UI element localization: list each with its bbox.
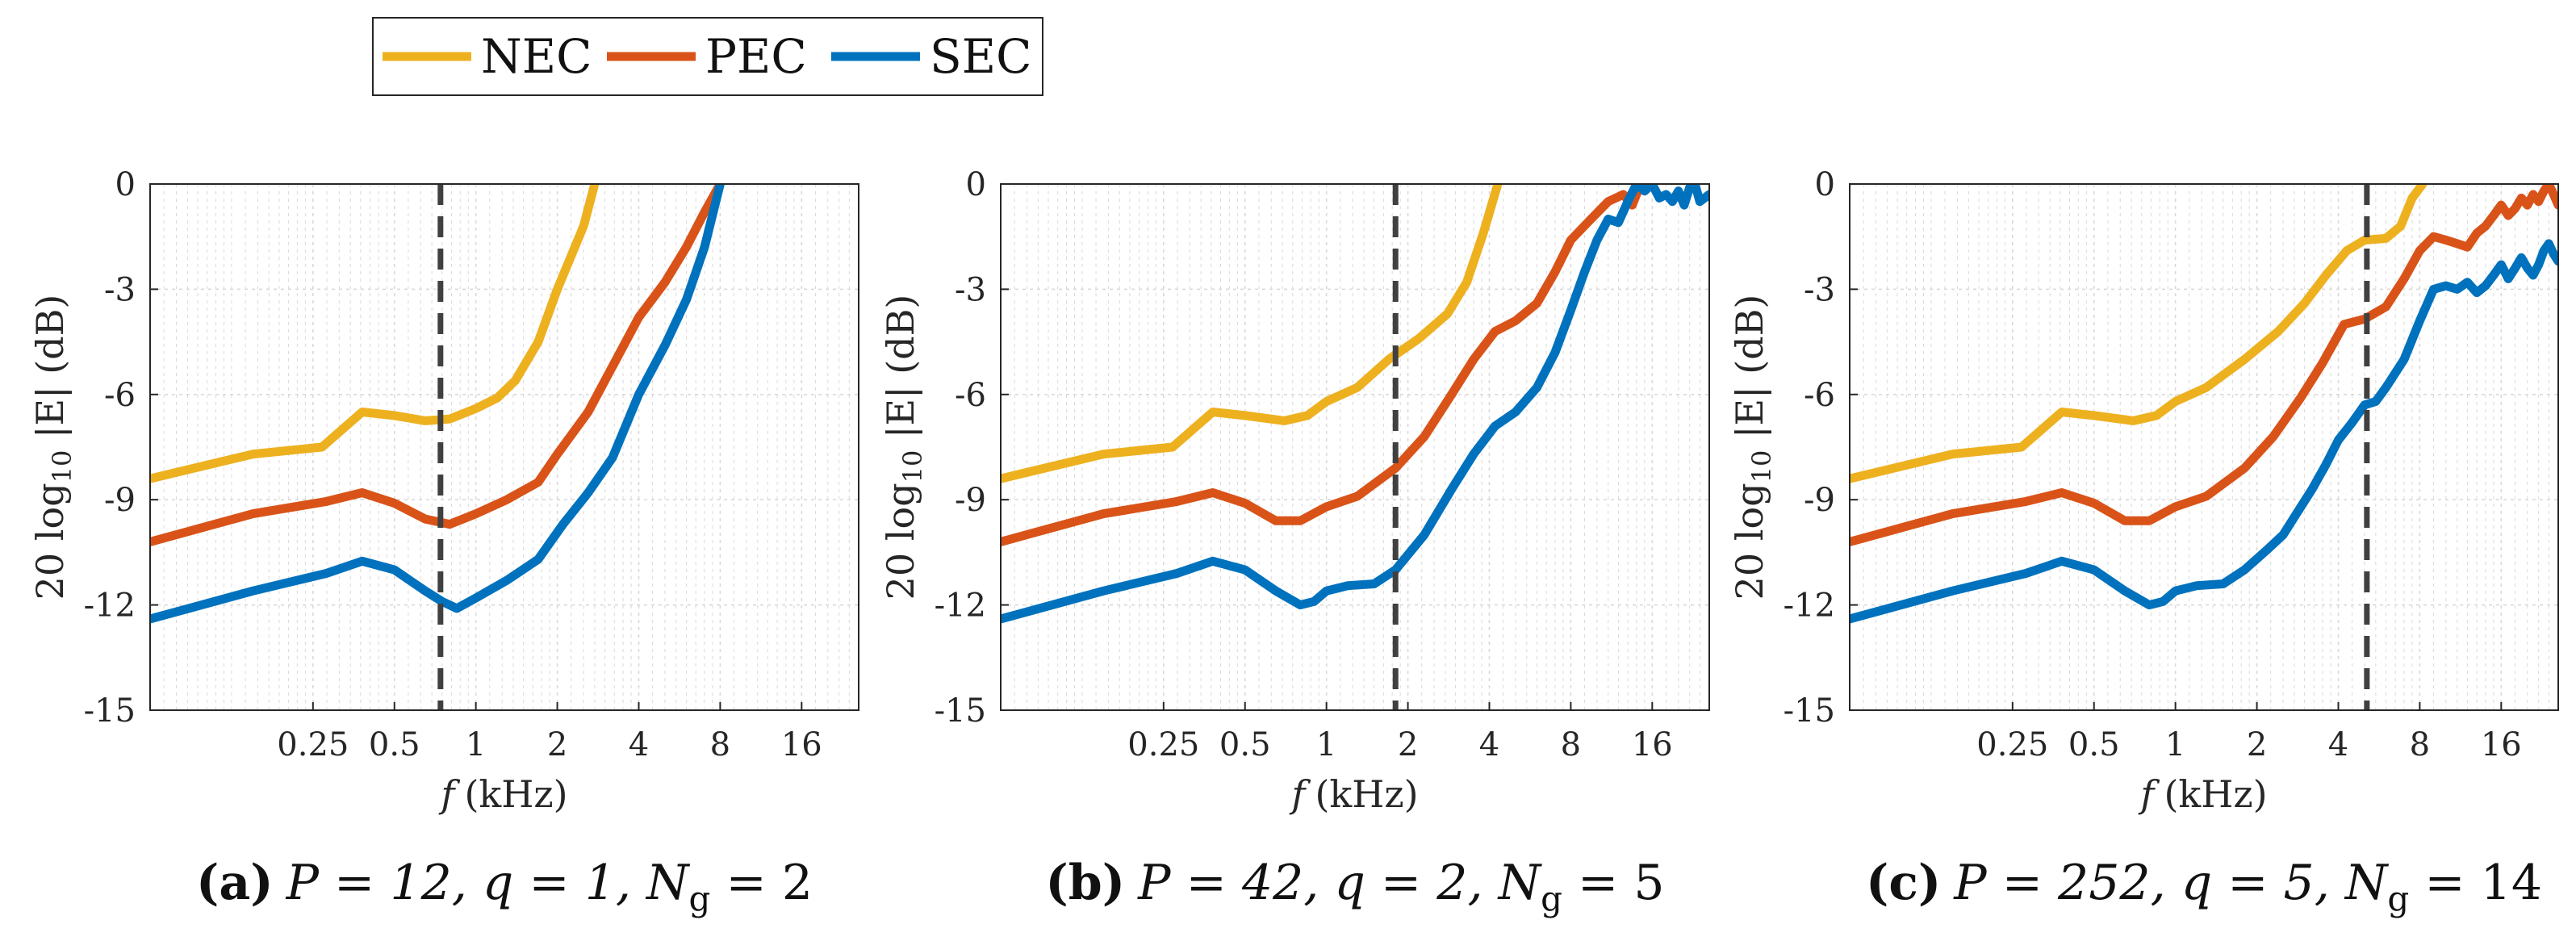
panel-a-series-sec xyxy=(150,184,725,624)
panel-b-xtick-label: 0.25 xyxy=(1127,726,1199,763)
panel-b-axes-box xyxy=(1000,183,1710,711)
panel-a-xtick-label: 4 xyxy=(629,726,649,763)
panel-c-grid xyxy=(1850,183,2558,711)
panel-c-series-pec xyxy=(1850,184,2558,546)
panel-a-xtick-label: 2 xyxy=(547,726,567,763)
panel-b-ytick-label: 0 xyxy=(966,166,986,203)
panel-a-ytick-label: -9 xyxy=(104,482,136,519)
legend-label-sec: SEC xyxy=(930,29,1031,84)
panel-b-series xyxy=(1001,184,1709,624)
panel-c-xtick-label: 0.25 xyxy=(1976,726,2048,763)
panel-b-ytick-label: -15 xyxy=(935,692,986,730)
panel-a-xtick-label: 8 xyxy=(710,726,730,763)
panel-c-xtick-label: 8 xyxy=(2410,726,2430,763)
panel-a-ytick-label: -12 xyxy=(84,588,136,625)
panel-c-ytick-label: -6 xyxy=(1804,377,1835,414)
legend-box xyxy=(372,17,1043,96)
panel-c-series-sec xyxy=(1850,239,2558,624)
panel-b-series-sec xyxy=(1001,184,1709,624)
panel-b-caption: (b) P = 42, q = 2, Ng = 5 xyxy=(1045,855,1664,918)
panel-c-xtick-label: 16 xyxy=(2481,726,2522,763)
legend-label-pec: PEC xyxy=(705,29,807,84)
panel-b-xtick-label: 2 xyxy=(1398,726,1418,763)
panel-a-series-pec xyxy=(150,184,725,546)
legend-label-nec: NEC xyxy=(481,29,592,84)
panel-b-xlabel: f (kHz) xyxy=(1289,772,1418,816)
panel-b-xtick-label: 4 xyxy=(1479,726,1499,763)
panel-c: 0 -3 -6 -9 -12 -15 0.25 0.5 1 2 4 8 16 f (kHz) 20 lo… xyxy=(1728,166,2559,918)
panel-c-xtick-label: 0.5 xyxy=(2068,726,2120,763)
legend: NEC PEC SEC xyxy=(372,17,1043,96)
panel-a-axes-box xyxy=(149,183,859,711)
panel-a-ytick-label: -6 xyxy=(104,377,136,414)
panel-b-xticks: 0.25 0.5 1 2 4 8 16 xyxy=(1127,702,1673,763)
panel-c-yticks: 0 -3 -6 -9 -12 -15 xyxy=(1784,166,1858,730)
panel-a-ytick-label: -3 xyxy=(104,271,136,308)
panel-b-ylabel: 20 log10 |E| (dB) xyxy=(879,295,928,600)
panel-b-xtick-label: 0.5 xyxy=(1219,726,1271,763)
panel-a-series-nec xyxy=(150,184,600,483)
panel-c-xtick-label: 2 xyxy=(2247,726,2267,763)
panel-a-xlabel: f (kHz) xyxy=(438,772,567,816)
panel-a-xtick-label: 1 xyxy=(466,726,486,763)
panel-a-xtick-label: 16 xyxy=(781,726,822,763)
panel-c-ytick-label: 0 xyxy=(1815,166,1835,203)
panel-a-yticks: 0 -3 -6 -9 -12 -15 xyxy=(84,166,158,730)
panel-a-ytick-label: 0 xyxy=(115,166,136,203)
panel-b-series-nec xyxy=(1001,184,1503,483)
panel-c-ytick-label: -9 xyxy=(1804,482,1835,519)
panel-c-ytick-label: -3 xyxy=(1804,271,1835,308)
panel-c-ytick-label: -15 xyxy=(1784,692,1835,730)
panel-a-xtick-label: 0.5 xyxy=(369,726,420,763)
panel-b-xtick-label: 16 xyxy=(1632,726,1673,763)
panel-b-ytick-label: -12 xyxy=(935,588,986,625)
panel-c-xtick-label: 4 xyxy=(2328,726,2348,763)
panel-b-xtick-label: 1 xyxy=(1316,726,1336,763)
panel-b-ytick-label: -9 xyxy=(955,482,986,519)
panel-c-caption: (c) P = 252, q = 5, Ng = 14 xyxy=(1866,855,2542,918)
panel-b-series-pec xyxy=(1001,184,1646,546)
panel-a-series xyxy=(150,184,725,624)
panel-c-axes-box xyxy=(1849,183,2559,711)
panel-a-xtick-label: 0.25 xyxy=(277,726,349,763)
panel-b-yticks: 0 -3 -6 -9 -12 -15 xyxy=(935,166,1009,730)
panel-a-ylabel: 20 log10 |E| (dB) xyxy=(28,295,77,600)
panel-c-xlabel: f (kHz) xyxy=(2138,772,2267,816)
panel-c-series-nec xyxy=(1850,184,2428,483)
panel-a-grid xyxy=(150,183,859,711)
panel-c-ylabel: 20 log10 |E| (dB) xyxy=(1728,295,1777,600)
panel-a-ytick-label: -15 xyxy=(84,692,136,730)
panel-b-ytick-label: -6 xyxy=(955,377,986,414)
panel-a-caption: (a) P = 12, q = 1, Ng = 2 xyxy=(196,855,813,918)
panel-a-xticks: 0.25 0.5 1 2 4 8 16 xyxy=(277,702,822,763)
panel-c-series xyxy=(1850,184,2558,624)
panel-a: 0 -3 -6 -9 -12 -15 0.25 0.5 1 2 4 8 16 f (kHz) 20 lo… xyxy=(28,166,859,918)
panel-b-ytick-label: -3 xyxy=(955,271,986,308)
panel-c-xtick-label: 1 xyxy=(2165,726,2185,763)
panel-c-xticks: 0.25 0.5 1 2 4 8 16 xyxy=(1976,702,2522,763)
panel-b: 0 -3 -6 -9 -12 -15 0.25 0.5 1 2 4 8 16 f (kHz) 20 lo… xyxy=(879,166,1710,918)
panel-b-grid xyxy=(1001,183,1709,711)
panel-b-xtick-label: 8 xyxy=(1561,726,1581,763)
panel-c-ytick-label: -12 xyxy=(1784,588,1835,625)
